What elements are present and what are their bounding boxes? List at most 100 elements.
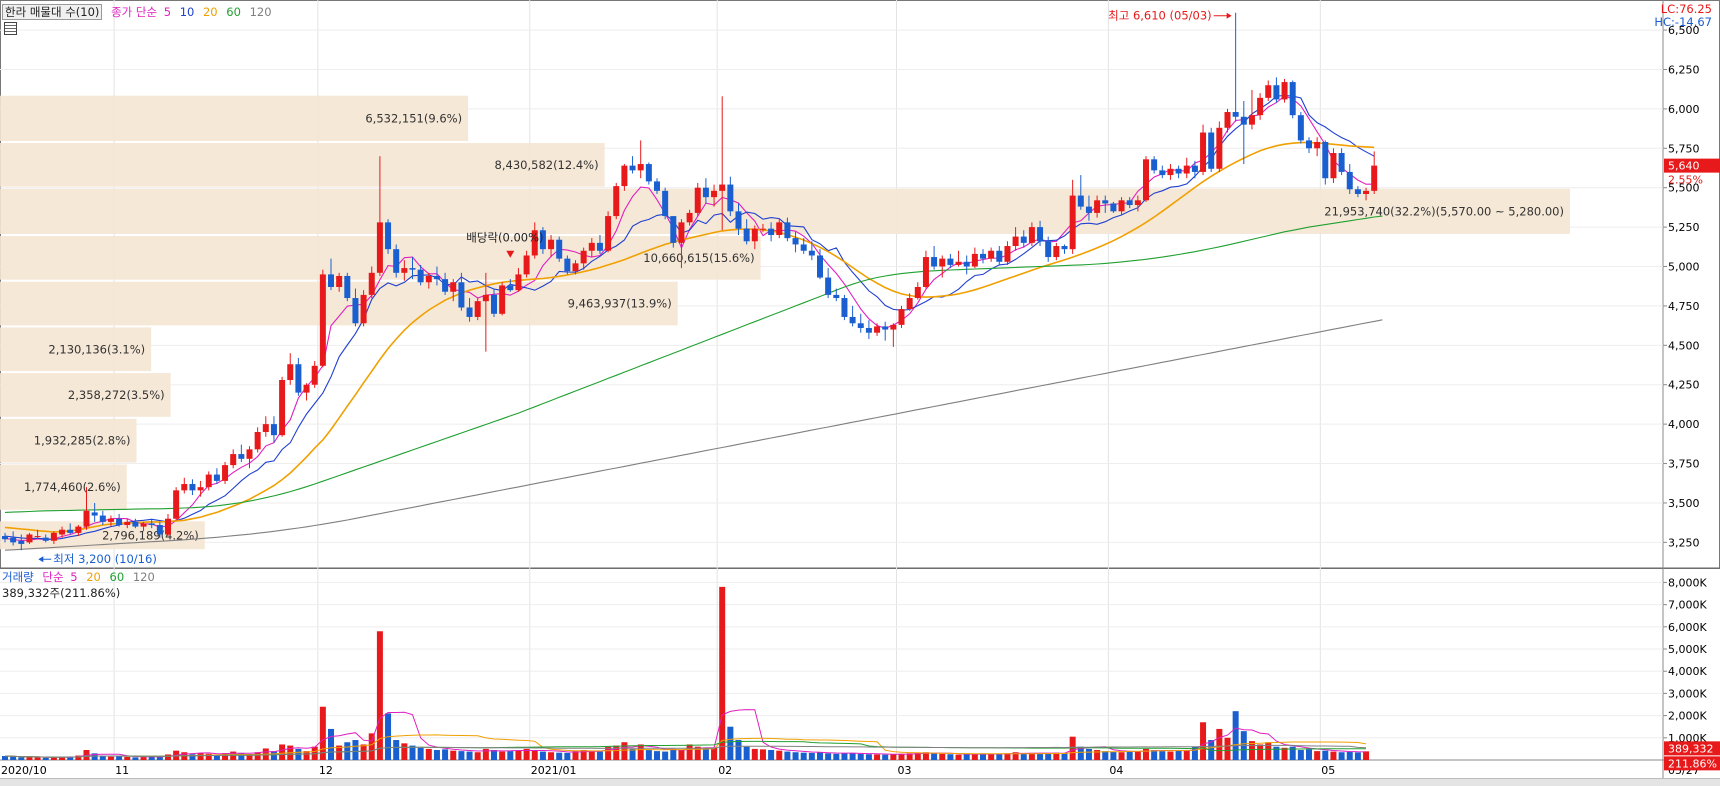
candle	[491, 288, 497, 317]
table-icon[interactable]	[4, 22, 17, 35]
price-legend[interactable]: 한라 매물대 수(10) 종가 단순 5 10 20 60 120	[2, 4, 277, 20]
candle	[10, 531, 17, 546]
candle-body	[433, 275, 440, 280]
candle	[874, 323, 881, 336]
price-tick-label: 3,750	[1668, 458, 1700, 471]
candle-body	[1354, 189, 1361, 194]
volume-bar	[711, 747, 718, 760]
candle	[246, 446, 253, 469]
candle-body	[303, 384, 310, 393]
volume-bar	[124, 756, 131, 760]
candle-body	[955, 261, 962, 265]
volume-bar	[254, 752, 261, 760]
x-tick-label: 11	[115, 764, 129, 777]
candle-body	[246, 449, 253, 459]
candle	[776, 219, 783, 239]
price-ma-60[interactable]: 60	[226, 5, 241, 19]
price-ma-5[interactable]: 5	[163, 5, 172, 19]
candle	[75, 525, 82, 537]
volume-bar	[482, 748, 489, 760]
volume-bar	[91, 753, 98, 760]
profile-bar	[0, 95, 469, 141]
candle-body	[352, 298, 359, 324]
candle-body	[1371, 165, 1378, 191]
price-ma-10[interactable]: 10	[179, 5, 195, 19]
candle-body	[1077, 195, 1084, 207]
candle-body	[1118, 200, 1125, 212]
candle-body	[1306, 140, 1312, 149]
candle-body	[1330, 153, 1337, 179]
candle-body	[132, 521, 139, 527]
volume-bar	[107, 756, 114, 760]
candle	[303, 383, 310, 401]
candle	[34, 529, 41, 540]
candle-body	[148, 523, 155, 526]
candle-body	[1061, 246, 1068, 250]
chart-scrollbar[interactable]	[0, 778, 1720, 786]
candle-body	[1069, 195, 1076, 250]
price-ma-120[interactable]: 120	[249, 5, 272, 19]
candle	[1306, 137, 1312, 154]
candle-body	[1110, 203, 1117, 212]
price-ma-20[interactable]: 20	[202, 5, 218, 19]
candle-body	[385, 222, 392, 250]
candle	[702, 178, 709, 204]
volume-ma-5[interactable]: 5	[70, 570, 78, 584]
volume-legend[interactable]: 거래량 단순 5 20 60 120	[2, 569, 160, 585]
candle	[311, 361, 318, 388]
candle	[1338, 148, 1345, 176]
candle-body	[1175, 168, 1182, 174]
candle-body	[67, 529, 74, 533]
volume-legend-title[interactable]: 거래량	[2, 570, 34, 584]
candle-body	[996, 250, 1003, 262]
candle-body	[882, 326, 889, 330]
candle	[116, 513, 123, 527]
volume-bar	[637, 744, 644, 760]
candle-body	[678, 222, 685, 243]
candle-body	[287, 364, 294, 380]
volume-bar	[784, 751, 791, 760]
candle	[59, 526, 66, 538]
volume-ma-120[interactable]: 120	[132, 570, 155, 584]
volume-bar	[702, 748, 709, 760]
volume-bar	[980, 753, 986, 760]
candle-body	[1257, 97, 1264, 116]
volume-bar	[629, 748, 636, 760]
volume-tick-label: 6,000K	[1668, 621, 1707, 634]
candle-body	[1037, 227, 1044, 242]
profile-label: 2,358,272(3.5%)	[68, 388, 165, 402]
volume-bar	[1322, 750, 1329, 760]
candle	[67, 523, 74, 535]
volume-bar	[808, 752, 815, 760]
volume-ma-60[interactable]: 60	[109, 570, 125, 584]
volume-bar	[1053, 752, 1060, 760]
candle-body	[817, 255, 823, 278]
candle	[26, 532, 33, 544]
x-tick-label: 03	[898, 764, 912, 777]
volume-ma-line-120	[4, 744, 1367, 758]
candle	[890, 323, 897, 347]
profile-bar	[0, 142, 605, 187]
candle-body	[1159, 170, 1166, 176]
volume-bar	[1134, 751, 1141, 760]
volume-bar	[442, 749, 449, 760]
candle-body	[922, 257, 929, 287]
candle	[287, 353, 294, 385]
volume-bar	[1248, 741, 1255, 760]
candle	[817, 249, 823, 280]
candle	[352, 288, 359, 327]
candle-body	[1094, 200, 1101, 213]
x-tick-label: 05	[1321, 764, 1335, 777]
candle	[882, 321, 889, 341]
candle-body	[311, 365, 318, 385]
candle-body	[344, 275, 351, 299]
volume-ma-20[interactable]: 20	[86, 570, 101, 584]
volume-bar	[279, 744, 286, 760]
volume-bar	[1183, 750, 1190, 760]
candle-body	[1216, 127, 1223, 169]
candle-body	[580, 250, 587, 264]
price-legend-title[interactable]: 한라 매물대 수(10)	[2, 4, 103, 20]
candle-body	[759, 228, 766, 230]
candle-body	[735, 211, 742, 229]
